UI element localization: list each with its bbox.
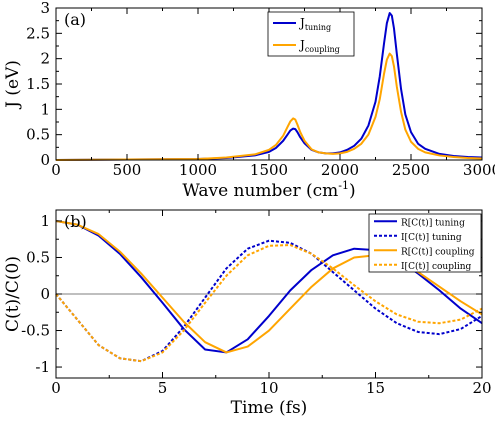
y-tick-label: -1 <box>35 358 50 376</box>
legend-label: I[C(t)] tuning <box>401 232 462 243</box>
x-tick-label: 10 <box>259 379 278 397</box>
x-tick-label: 15 <box>366 379 385 397</box>
x-tick-label: 500 <box>113 161 142 179</box>
y-tick-label: 1 <box>40 212 50 230</box>
panel-b-correlation-function: 0 5 10 15 20 -1 -0.5 0 0.5 1 (b) C(t)/C(0) Time (fs)… <box>3 209 492 418</box>
legend: Jtuning Jcoupling <box>267 11 355 57</box>
x-axis-label: Wave number (cm-1) <box>182 179 355 201</box>
x-axis-label: Time (fs) <box>231 398 308 418</box>
legend-label: R[C(t)] coupling <box>401 246 475 257</box>
series-line-2 <box>55 239 483 363</box>
series-line-2 <box>55 52 483 161</box>
y-tick-label: 0.5 <box>26 126 50 144</box>
y-tick-label: 2 <box>40 50 50 68</box>
y-axis-label: J (eV) <box>3 60 23 110</box>
y-tick-label: 1 <box>40 100 50 118</box>
panel-label: (a) <box>64 10 86 29</box>
x-tick-label: 2500 <box>392 161 430 179</box>
y-tick-label: 0 <box>40 285 50 303</box>
x-tick-label: 0 <box>51 161 61 179</box>
legend-label: R[C(t)] tuning <box>401 217 465 228</box>
series-line-4 <box>55 244 483 363</box>
legend-label: Jtuning <box>298 16 331 32</box>
y-tick-label: 3 <box>40 0 50 17</box>
legend-box <box>267 11 355 57</box>
x-tick-label: 1000 <box>179 161 217 179</box>
x-tick-label: 2000 <box>321 161 359 179</box>
panel-label: (b) <box>64 212 87 231</box>
y-tick-label: 1.5 <box>26 75 50 93</box>
legend-label: I[C(t)] coupling <box>401 261 472 272</box>
series-line-1 <box>55 12 483 161</box>
x-tick-label: 5 <box>158 379 168 397</box>
x-tick-label: 20 <box>472 379 491 397</box>
y-tick-label: 2.5 <box>26 24 50 42</box>
legend: R[C(t)] tuning I[C(t)] tuning R[C(t)] coup… <box>368 213 482 273</box>
y-tick-label: -0.5 <box>21 322 50 340</box>
x-tick-label: 0 <box>51 379 61 397</box>
legend-label: Jcoupling <box>298 38 340 54</box>
y-axis-label: C(t)/C(0) <box>3 256 23 332</box>
x-tick-label: 1500 <box>250 161 288 179</box>
legend-box <box>368 213 482 273</box>
y-tick-label: 0.5 <box>26 248 50 266</box>
panel-a-spectral-density: 05001000150020002500300000.511.522.53(a)… <box>3 0 495 201</box>
y-tick-label: 0 <box>40 151 50 169</box>
